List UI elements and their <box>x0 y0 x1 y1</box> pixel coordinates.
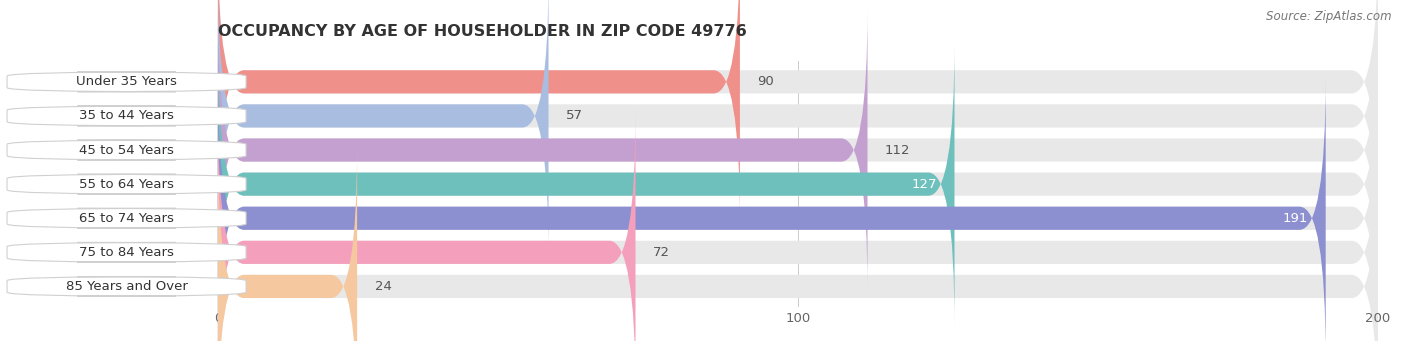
FancyBboxPatch shape <box>7 174 246 194</box>
FancyBboxPatch shape <box>7 140 246 160</box>
Text: 75 to 84 Years: 75 to 84 Years <box>79 246 174 259</box>
FancyBboxPatch shape <box>218 110 1378 341</box>
FancyBboxPatch shape <box>218 0 1378 224</box>
Text: 57: 57 <box>565 109 583 122</box>
Text: Source: ZipAtlas.com: Source: ZipAtlas.com <box>1267 10 1392 23</box>
FancyBboxPatch shape <box>7 72 246 92</box>
Text: 55 to 64 Years: 55 to 64 Years <box>79 178 174 191</box>
FancyBboxPatch shape <box>218 76 1378 341</box>
FancyBboxPatch shape <box>7 106 246 126</box>
Text: 85 Years and Over: 85 Years and Over <box>66 280 187 293</box>
FancyBboxPatch shape <box>218 0 548 258</box>
FancyBboxPatch shape <box>7 242 246 262</box>
FancyBboxPatch shape <box>218 0 740 224</box>
FancyBboxPatch shape <box>218 145 1378 341</box>
FancyBboxPatch shape <box>7 208 246 228</box>
Text: 90: 90 <box>758 75 775 88</box>
FancyBboxPatch shape <box>218 42 955 326</box>
Text: 24: 24 <box>374 280 391 293</box>
Text: 72: 72 <box>652 246 669 259</box>
FancyBboxPatch shape <box>218 8 1378 292</box>
Text: 112: 112 <box>884 144 911 157</box>
Text: Under 35 Years: Under 35 Years <box>76 75 177 88</box>
FancyBboxPatch shape <box>218 0 1378 258</box>
FancyBboxPatch shape <box>218 8 868 292</box>
Text: 65 to 74 Years: 65 to 74 Years <box>79 212 174 225</box>
Text: 191: 191 <box>1282 212 1308 225</box>
FancyBboxPatch shape <box>218 110 636 341</box>
FancyBboxPatch shape <box>218 145 357 341</box>
Text: OCCUPANCY BY AGE OF HOUSEHOLDER IN ZIP CODE 49776: OCCUPANCY BY AGE OF HOUSEHOLDER IN ZIP C… <box>218 24 747 39</box>
FancyBboxPatch shape <box>7 277 246 296</box>
Text: 127: 127 <box>911 178 936 191</box>
Text: 45 to 54 Years: 45 to 54 Years <box>79 144 174 157</box>
FancyBboxPatch shape <box>218 42 1378 326</box>
FancyBboxPatch shape <box>218 76 1326 341</box>
Text: 35 to 44 Years: 35 to 44 Years <box>79 109 174 122</box>
